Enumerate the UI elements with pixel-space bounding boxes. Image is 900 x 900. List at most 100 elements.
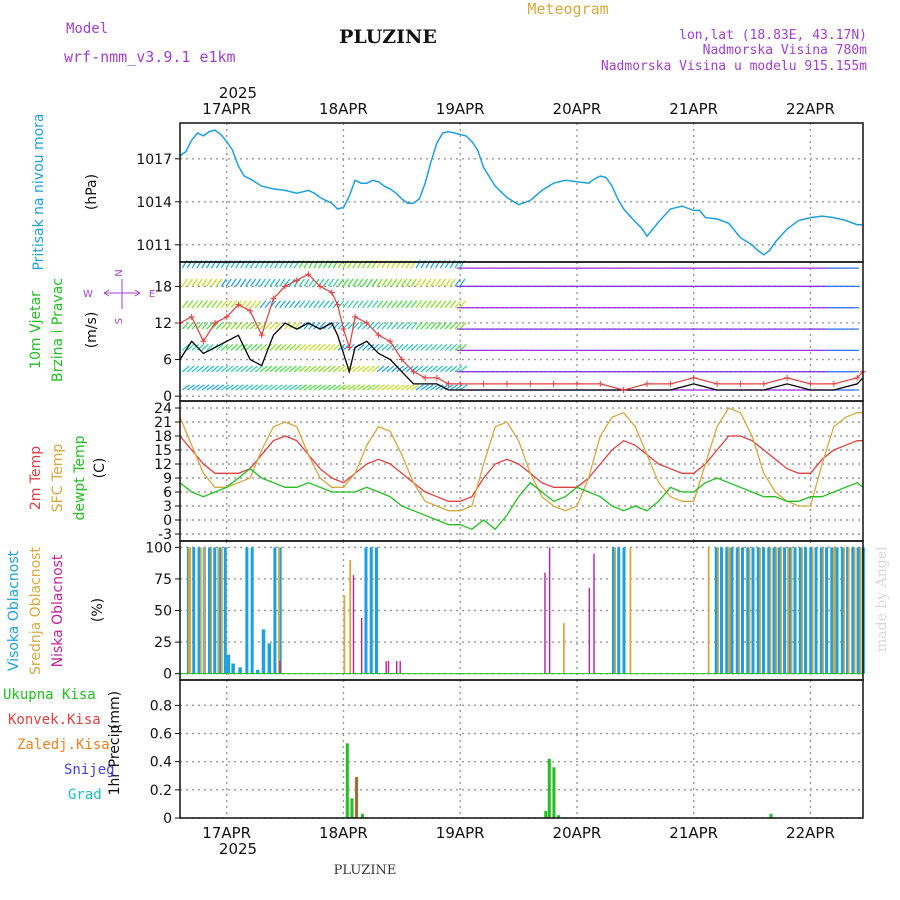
y-tick-label: 18: [154, 429, 172, 445]
gust-marker: [293, 277, 300, 284]
high-cloud-bar: [250, 547, 254, 674]
wind-barb: [401, 343, 409, 351]
wind-barb: [230, 343, 239, 351]
wind-barb: [240, 322, 248, 330]
wind-barb: [274, 384, 283, 391]
high-cloud-bar: [767, 547, 771, 674]
wind-barb: [298, 278, 305, 287]
wind-barb: [337, 384, 346, 391]
wind-barb: [366, 322, 374, 330]
wind-barb: [230, 300, 238, 309]
high-cloud-ylabel: Visoka Oblacnost: [6, 550, 22, 671]
wind-barb: [284, 343, 292, 351]
wind-barb: [313, 384, 322, 391]
gust-marker: [247, 307, 254, 314]
y-tick-label: 0.4: [150, 755, 172, 771]
high-cloud-bar: [735, 547, 739, 674]
high-cloud-bar: [364, 547, 368, 674]
wind-barb: [410, 343, 419, 351]
wind-barb: [439, 322, 447, 330]
gust-marker: [550, 380, 557, 387]
wind-barb: [347, 384, 356, 391]
wind-barb: [386, 300, 393, 309]
wind-barb: [220, 322, 228, 330]
y-tick-label: 1011: [136, 238, 172, 254]
wind-barb: [371, 300, 379, 309]
wind-barb: [439, 278, 447, 287]
wind-barb: [279, 343, 287, 351]
lonlat-label: lon,lat (18.83E, 43.17N): [679, 28, 867, 43]
wind-barb: [449, 278, 456, 287]
mid-cloud-ylabel: Srednja Oblacnost: [28, 547, 44, 675]
gust-marker: [223, 313, 230, 320]
mid-cloud-bar: [833, 547, 836, 674]
mid-cloud-bar: [210, 547, 213, 674]
wind-barb: [274, 300, 281, 309]
wind-barb: [396, 384, 405, 391]
wind-barb: [289, 343, 297, 351]
high-cloud-bar: [814, 547, 818, 674]
low-cloud-bar: [399, 661, 401, 674]
wind-barb: [459, 343, 467, 351]
wind-barb: [245, 384, 254, 391]
wind-barb: [391, 300, 398, 309]
wind-barb: [332, 278, 339, 287]
cloud-unit: (%): [90, 598, 106, 622]
wind-barb: [357, 322, 365, 330]
wind-barb: [459, 278, 466, 287]
wind-barb: [420, 322, 428, 330]
wind-barb: [220, 300, 228, 309]
wind-barb: [196, 322, 204, 330]
low-cloud-bar: [352, 575, 355, 674]
high-cloud-bar: [197, 547, 201, 674]
temp-unit: (C): [92, 458, 108, 479]
wind-barb: [318, 300, 325, 309]
gust-marker: [200, 338, 207, 345]
wind-barb: [206, 322, 214, 330]
wind-barb: [191, 278, 198, 287]
wind-barb: [415, 343, 424, 351]
wind-barb: [303, 343, 312, 351]
wind-barb: [269, 278, 276, 287]
mid-cloud-bar: [221, 547, 223, 674]
wind-barb: [449, 300, 457, 309]
high-cloud-bar: [830, 547, 834, 674]
precip-legend-2: Zaledj.Kisa: [17, 737, 110, 753]
wind-barb: [186, 322, 194, 330]
high-cloud-bar: [804, 547, 808, 674]
wind-barb: [376, 278, 383, 287]
x-tick-label-bottom: 18APR: [319, 824, 368, 842]
pressure-ylabel: Pritisak na nivou mora: [31, 113, 47, 270]
precip-legend-1: Konvek.Kisa: [8, 712, 101, 728]
high-cloud-bar: [835, 547, 839, 674]
wind-barb: [308, 278, 315, 287]
wind-barb: [401, 365, 409, 373]
bottom-year: 2025: [219, 840, 257, 858]
wind-barb: [410, 278, 417, 287]
wind-barb: [220, 365, 229, 373]
high-cloud-bar: [369, 547, 373, 674]
gust-marker: [503, 380, 510, 387]
mid-cloud-bar: [853, 547, 856, 674]
wind-barb: [318, 384, 327, 391]
y-tick-label: 12: [154, 316, 172, 332]
high-cloud-bar: [740, 547, 744, 674]
wind-barb: [240, 278, 247, 287]
mid-cloud-bar: [278, 547, 280, 674]
wind-barb: [376, 322, 384, 330]
y-tick-label: 0.8: [150, 698, 172, 714]
high-cloud-bar: [798, 547, 802, 674]
wind-barb: [254, 278, 262, 287]
wind-barb: [444, 322, 452, 330]
high-cloud-bar: [617, 547, 621, 674]
pressure-unit: (hPa): [84, 174, 100, 210]
high-cloud-bar: [762, 547, 766, 674]
wind-barb: [269, 343, 277, 351]
wind-barb: [245, 278, 252, 287]
mid-cloud-bar: [759, 547, 761, 674]
footer-station: PLUZINE: [334, 863, 397, 878]
wind-ylabel-1: 10m Vjetar: [28, 291, 44, 369]
wind-barb: [196, 384, 205, 391]
credit-label: made by Angel: [874, 546, 890, 652]
wind-barb: [459, 300, 466, 309]
